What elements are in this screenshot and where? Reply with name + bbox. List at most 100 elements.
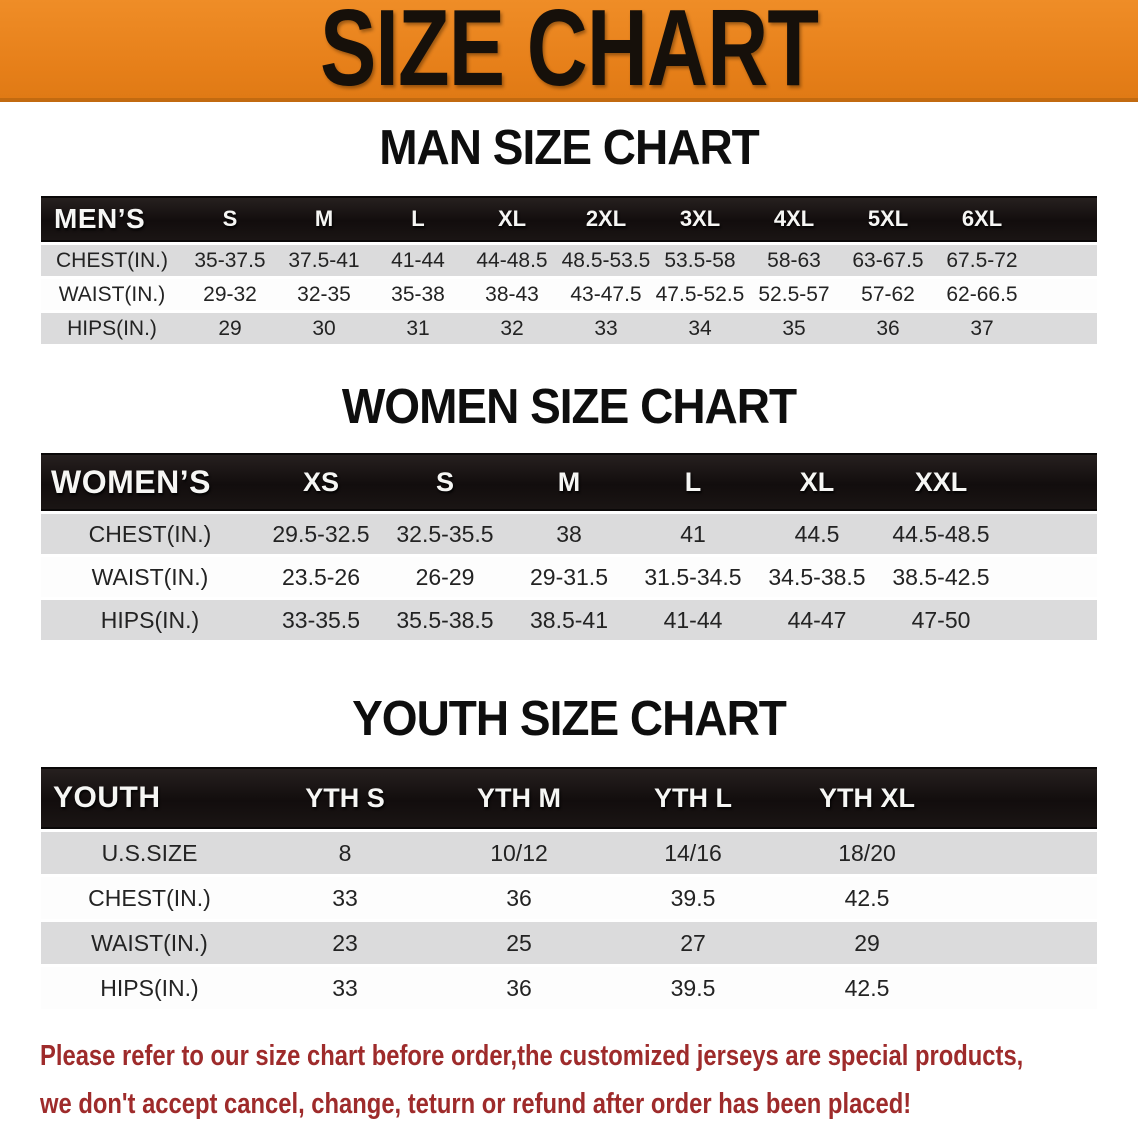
women-col-header-s: S [383,453,507,511]
cell: 10/12 [432,832,606,874]
spacer-cell [1029,196,1097,242]
men-col-header-xl: XL [465,196,559,242]
youth-col-header-m: YTH M [432,767,606,829]
men-hips-row: HIPS(IN.) 29 30 31 32 33 34 35 36 37 [41,313,1097,344]
cell: 38-43 [465,279,559,310]
women-header-row: WOMEN’S XS S M L XL XXL [41,453,1097,511]
cell: 44-47 [755,600,879,640]
cell: 14/16 [606,832,780,874]
cell: 42.5 [780,877,954,919]
cell: 39.5 [606,967,780,1009]
cell: 43-47.5 [559,279,653,310]
cell: 41 [631,514,755,554]
cell: 58-63 [747,245,841,276]
cell: 26-29 [383,557,507,597]
cell: 34.5-38.5 [755,557,879,597]
women-table-title: WOMEN’S [41,453,259,511]
spacer-cell [1003,557,1097,597]
row-label: U.S.SIZE [41,832,258,874]
row-label: CHEST(IN.) [41,245,183,276]
cell: 38.5-41 [507,600,631,640]
men-col-header-6xl: 6XL [935,196,1029,242]
men-section: MAN SIZE CHART MEN’S S M L XL 2XL 3XL 4X… [0,121,1138,347]
cell: 44-48.5 [465,245,559,276]
men-table-title: MEN’S [41,196,183,242]
row-label: CHEST(IN.) [41,877,258,919]
youth-ussize-row: U.S.SIZE 8 10/12 14/16 18/20 [41,832,1097,874]
row-label: CHEST(IN.) [41,514,259,554]
cell: 35.5-38.5 [383,600,507,640]
banner: SIZE CHART [0,0,1138,109]
cell: 29 [780,922,954,964]
cell: 32-35 [277,279,371,310]
cell: 53.5-58 [653,245,747,276]
spacer-cell [1029,313,1097,344]
men-waist-row: WAIST(IN.) 29-32 32-35 35-38 38-43 43-47… [41,279,1097,310]
row-label: HIPS(IN.) [41,313,183,344]
cell: 23 [258,922,432,964]
footer-note-line2: we don't accept cancel, change, teturn o… [40,1088,912,1120]
cell: 8 [258,832,432,874]
cell: 29.5-32.5 [259,514,383,554]
cell: 29-32 [183,279,277,310]
youth-col-header-s: YTH S [258,767,432,829]
spacer-cell [1003,453,1097,511]
cell: 67.5-72 [935,245,1029,276]
men-col-header-s: S [183,196,277,242]
cell: 57-62 [841,279,935,310]
cell: 31 [371,313,465,344]
cell: 30 [277,313,371,344]
cell: 44.5-48.5 [879,514,1003,554]
spacer-cell [954,832,1097,874]
cell: 48.5-53.5 [559,245,653,276]
cell: 39.5 [606,877,780,919]
youth-chest-row: CHEST(IN.) 33 36 39.5 42.5 [41,877,1097,919]
women-hips-row: HIPS(IN.) 33-35.5 35.5-38.5 38.5-41 41-4… [41,600,1097,640]
spacer-cell [1029,279,1097,310]
spacer-cell [954,922,1097,964]
cell: 35 [747,313,841,344]
women-col-header-xs: XS [259,453,383,511]
cell: 25 [432,922,606,964]
women-col-header-xxl: XXL [879,453,1003,511]
cell: 44.5 [755,514,879,554]
banner-title: SIZE CHART [319,0,819,109]
cell: 37.5-41 [277,245,371,276]
men-col-header-3xl: 3XL [653,196,747,242]
cell: 36 [432,877,606,919]
row-label: WAIST(IN.) [41,922,258,964]
youth-heading: YOUTH SIZE CHART [352,690,787,746]
cell: 63-67.5 [841,245,935,276]
youth-waist-row: WAIST(IN.) 23 25 27 29 [41,922,1097,964]
youth-col-header-xl: YTH XL [780,767,954,829]
cell: 18/20 [780,832,954,874]
men-col-header-4xl: 4XL [747,196,841,242]
men-chest-row: CHEST(IN.) 35-37.5 37.5-41 41-44 44-48.5… [41,245,1097,276]
cell: 62-66.5 [935,279,1029,310]
cell: 36 [432,967,606,1009]
cell: 47.5-52.5 [653,279,747,310]
cell: 36 [841,313,935,344]
men-col-header-m: M [277,196,371,242]
cell: 32 [465,313,559,344]
cell: 41-44 [631,600,755,640]
women-chest-row: CHEST(IN.) 29.5-32.5 32.5-35.5 38 41 44.… [41,514,1097,554]
row-label: WAIST(IN.) [41,279,183,310]
cell: 35-38 [371,279,465,310]
cell: 35-37.5 [183,245,277,276]
cell: 29-31.5 [507,557,631,597]
cell: 38 [507,514,631,554]
spacer-cell [1003,600,1097,640]
cell: 31.5-34.5 [631,557,755,597]
men-col-header-l: L [371,196,465,242]
row-label: WAIST(IN.) [41,557,259,597]
cell: 33 [258,877,432,919]
cell: 29 [183,313,277,344]
youth-size-table: YOUTH YTH S YTH M YTH L YTH XL U.S.SIZE … [41,764,1097,1012]
youth-hips-row: HIPS(IN.) 33 36 39.5 42.5 [41,967,1097,1009]
row-label: HIPS(IN.) [41,967,258,1009]
men-col-header-5xl: 5XL [841,196,935,242]
cell: 47-50 [879,600,1003,640]
women-section: WOMEN SIZE CHART WOMEN’S XS S M L XL XXL [0,380,1138,643]
